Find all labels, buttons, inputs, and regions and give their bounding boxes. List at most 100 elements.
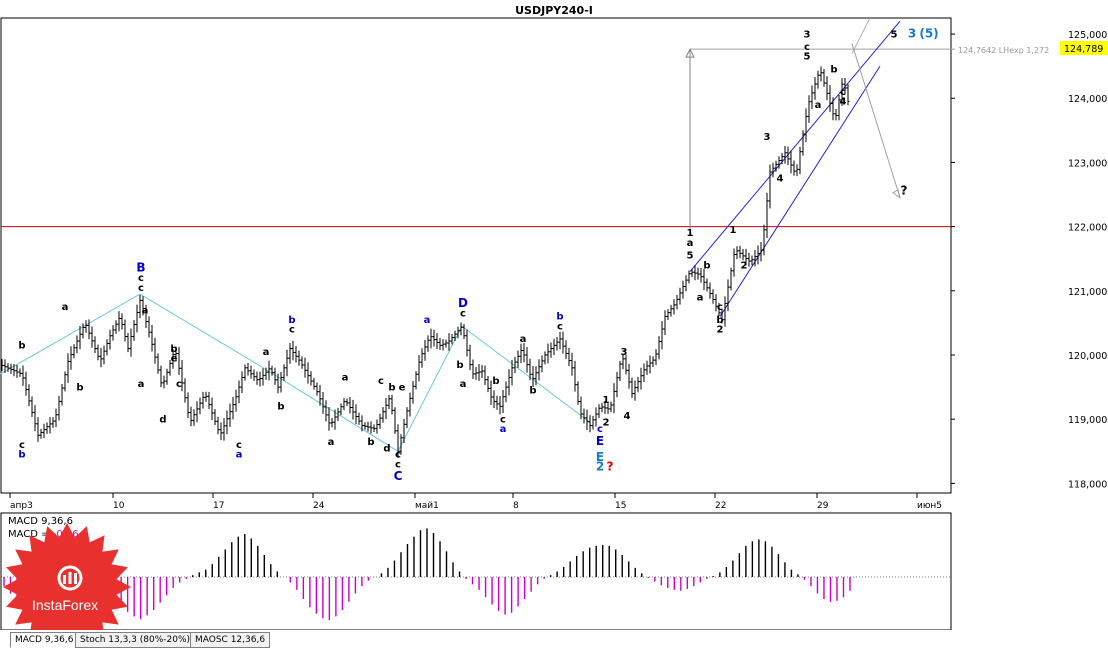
wave-label: a — [236, 450, 243, 461]
price-axis-label: 121,000 — [1068, 287, 1107, 298]
channel-upper-line — [689, 20, 901, 272]
wave-zigzag-line — [397, 325, 463, 452]
wave-label: a — [424, 315, 431, 326]
wave-label: b — [18, 341, 25, 352]
wave-label: b — [703, 260, 710, 271]
time-axis-label: 24 — [313, 501, 325, 511]
price-axis-label: 125,000 — [1068, 30, 1107, 41]
time-axis-label: апр3 — [10, 501, 33, 511]
wave-label: b — [556, 312, 563, 323]
wave-label: c — [597, 424, 603, 435]
indicator-panel-frame — [0, 512, 952, 631]
price-panel-frame — [0, 17, 952, 494]
wave-label: 3 — [764, 132, 771, 143]
wave-label: 5 — [804, 52, 811, 63]
wave-label: a — [500, 424, 507, 435]
wave-label: (5) — [919, 26, 938, 40]
wave-label: 5 — [687, 251, 694, 262]
wave-label: a — [815, 100, 822, 111]
wave-label: 3 — [621, 347, 628, 358]
wave-label: 3 — [908, 26, 916, 40]
tab-macd[interactable]: MACD 9,36,6 — [10, 632, 79, 648]
wave-label: c — [557, 321, 563, 332]
wave-label: b — [830, 65, 837, 76]
time-axis-label: 17 — [213, 501, 224, 511]
wave-label: a — [328, 437, 335, 448]
indicator-tab-bar: MACD 9,36,6 Stoch 13,3,3 (80%-20%) MAOSC… — [0, 630, 1108, 661]
wave-label: 4 — [624, 411, 631, 422]
logo-text: InstaForex — [32, 597, 99, 613]
wave-label: B — [136, 261, 145, 275]
wave-label: 4 — [777, 174, 784, 185]
wave-label: 1 — [687, 228, 694, 239]
wave-label: a — [520, 334, 527, 345]
wave-label: b — [456, 360, 463, 371]
wave-label: D — [458, 296, 468, 310]
wave-label: a — [138, 379, 145, 390]
tab-stoch[interactable]: Stoch 13,3,3 (80%-20%) — [75, 632, 196, 648]
wave-label: a — [687, 238, 694, 249]
wave-label: 1 — [730, 225, 737, 236]
wave-zigzag-line — [0, 293, 141, 375]
wave-label: b — [367, 437, 374, 448]
wave-label: 2 — [741, 260, 748, 271]
wave-label: b — [277, 402, 284, 413]
wave-label: b — [288, 315, 295, 326]
price-axis-label: 122,000 — [1068, 223, 1107, 234]
wave-label: c — [395, 450, 401, 461]
current-price-box — [1060, 41, 1108, 55]
wave-label: c — [236, 440, 242, 451]
wave-label: 2 — [717, 325, 724, 336]
wave-label: 2 — [596, 460, 604, 474]
wave-label: 2 — [603, 418, 610, 429]
time-axis-label: май1 — [415, 501, 439, 511]
wave-label: e — [171, 353, 178, 364]
wave-label: E — [596, 450, 604, 464]
wave-label: a — [342, 373, 349, 384]
wave-label: b — [388, 382, 395, 393]
wave-label: a — [142, 305, 149, 316]
wave-label: e — [399, 382, 406, 393]
wave-label: C — [394, 469, 403, 483]
current-price-label: 124,789 — [1064, 44, 1103, 55]
wave-label: b — [76, 382, 83, 393]
wave-label: c — [176, 379, 182, 390]
wave-label: c — [138, 273, 144, 284]
wave-label: c — [500, 414, 506, 425]
wave-label: ? — [607, 460, 614, 474]
wave-label: c — [19, 440, 25, 451]
projection-arrow-head-icon — [892, 188, 901, 199]
wave-label: b — [716, 315, 723, 326]
chart-title: USDJPY240-I — [515, 4, 593, 17]
wave-label: a — [460, 379, 467, 390]
wave-label: 4 — [840, 97, 847, 108]
arrow-head-icon — [685, 48, 695, 58]
time-axis-label: 22 — [715, 501, 726, 511]
time-axis-label: 10 — [113, 501, 125, 511]
wave-label: c — [138, 283, 144, 294]
wave-label: c — [289, 325, 295, 336]
channel-lower-line — [719, 65, 881, 317]
wave-label: c — [395, 459, 401, 470]
wave-label: b — [529, 386, 536, 397]
indicator-name: MACD 9,36,6 — [8, 516, 73, 527]
time-axis-label: 29 — [817, 501, 829, 511]
time-axis-label: 15 — [615, 501, 626, 511]
level-label: 124,7642 LHexp 1,272 — [958, 46, 1049, 55]
wave-label: a — [62, 302, 69, 313]
price-axis-label: 124,000 — [1068, 94, 1107, 105]
wave-label: 5 — [891, 29, 898, 40]
time-axis-label: июн5 — [917, 501, 942, 511]
wave-label: a — [697, 292, 704, 303]
wave-label: b — [492, 376, 499, 387]
wave-zigzag-line — [139, 293, 259, 366]
wave-label: d — [383, 443, 390, 454]
wave-label: c — [378, 376, 384, 387]
tab-maosc[interactable]: MAOSC 12,36,6 — [190, 632, 271, 648]
wave-label: d — [159, 414, 166, 425]
projection-down-arrow — [851, 43, 901, 198]
wave-label: 3 — [804, 29, 811, 40]
price-axis-label: 119,000 — [1068, 415, 1107, 426]
